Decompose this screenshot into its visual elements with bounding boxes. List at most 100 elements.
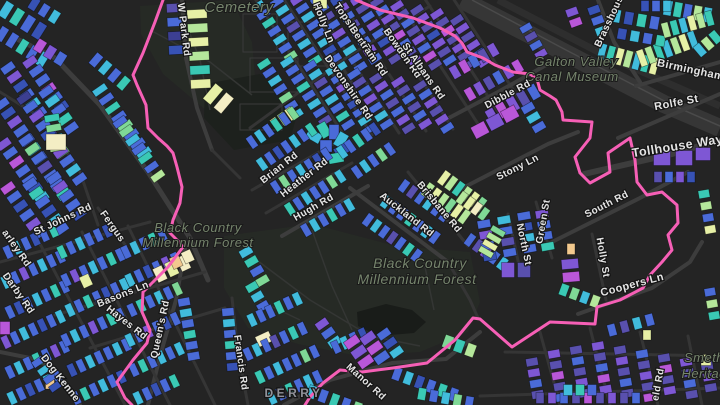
- building: [226, 361, 240, 372]
- building: [643, 45, 658, 65]
- building: [5, 390, 19, 405]
- building: [412, 79, 428, 93]
- road: [446, 260, 480, 320]
- building: [664, 171, 674, 183]
- building: [427, 57, 443, 72]
- building: [449, 13, 465, 27]
- building: [56, 111, 74, 127]
- building: [560, 257, 580, 271]
- building: [82, 231, 96, 248]
- building: [47, 379, 63, 394]
- building: [477, 245, 495, 259]
- building: [83, 353, 97, 370]
- building: [163, 345, 177, 361]
- building: [651, 0, 661, 12]
- building: [52, 50, 69, 68]
- building: [668, 19, 681, 37]
- building: [375, 326, 393, 342]
- building: [42, 371, 57, 386]
- building: [50, 102, 68, 118]
- building: [307, 343, 321, 360]
- building: [27, 63, 45, 79]
- building: [407, 53, 423, 68]
- building: [237, 244, 255, 260]
- building: [30, 150, 48, 166]
- building: [329, 71, 346, 86]
- building: [108, 281, 122, 297]
- building: [523, 30, 539, 44]
- building: [496, 214, 512, 226]
- building: [307, 217, 322, 233]
- building: [168, 311, 182, 327]
- building: [8, 329, 22, 346]
- label-smeth: Smeth: [684, 350, 720, 365]
- building: [190, 78, 212, 90]
- building: [547, 392, 557, 404]
- building: [439, 120, 456, 135]
- building: [349, 164, 365, 180]
- building: [254, 156, 270, 172]
- building: [168, 44, 185, 56]
- building: [286, 325, 300, 341]
- building: [155, 227, 169, 243]
- building: [256, 57, 272, 71]
- building: [703, 9, 716, 27]
- building: [485, 231, 503, 245]
- building: [119, 244, 133, 260]
- building: [635, 12, 648, 29]
- building: [618, 319, 631, 334]
- building: [99, 285, 113, 301]
- building: [64, 162, 82, 178]
- building: [113, 306, 127, 323]
- building: [462, 85, 478, 103]
- building: [212, 91, 235, 115]
- building: [143, 159, 160, 175]
- building: [51, 179, 69, 195]
- building: [489, 224, 507, 239]
- building: [42, 43, 58, 61]
- building: [682, 2, 694, 20]
- building: [572, 366, 587, 378]
- building: [186, 8, 208, 20]
- building: [538, 230, 554, 242]
- building: [463, 342, 478, 359]
- building: [707, 29, 720, 46]
- building: [39, 287, 53, 303]
- building: [351, 132, 366, 149]
- building: [100, 223, 114, 239]
- building: [323, 92, 340, 107]
- building: [91, 82, 109, 98]
- building: [48, 343, 62, 359]
- road: [0, 220, 152, 264]
- building: [524, 356, 540, 368]
- building: [361, 43, 378, 58]
- building: [618, 377, 633, 388]
- building: [525, 82, 542, 102]
- building: [682, 378, 697, 390]
- building: [308, 184, 323, 201]
- building: [378, 117, 395, 132]
- building: [654, 34, 667, 48]
- building: [395, 205, 410, 222]
- building: [167, 30, 184, 42]
- building: [675, 171, 685, 183]
- building: [65, 362, 79, 378]
- building: [616, 27, 628, 41]
- building: [63, 302, 77, 318]
- building: [12, 198, 30, 214]
- building: [315, 120, 333, 140]
- building: [405, 24, 422, 39]
- building: [104, 311, 118, 327]
- building: [648, 15, 661, 31]
- road: [210, 148, 242, 180]
- building: [32, 377, 46, 394]
- building: [64, 197, 82, 213]
- building: [1, 145, 19, 161]
- building: [152, 289, 166, 306]
- building: [90, 289, 104, 306]
- building: [417, 87, 434, 102]
- building: [653, 171, 663, 183]
- building: [463, 395, 475, 405]
